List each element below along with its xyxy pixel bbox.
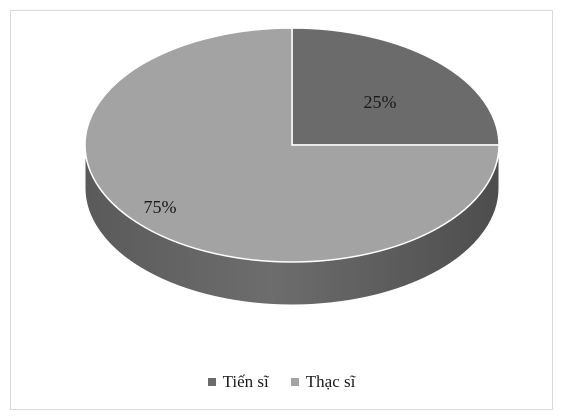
legend-swatch-thac-si — [290, 378, 299, 386]
legend-label-thac-si: Thạc sĩ — [305, 372, 356, 391]
legend-item-thac-si: Thạc sĩ — [290, 372, 356, 392]
legend-swatch-tien-si — [207, 378, 216, 386]
pie-slice-tien-si — [291, 27, 500, 146]
data-label-tien-si: 25% — [364, 92, 397, 112]
pie-slice-thac-si — [84, 27, 500, 263]
legend-label-tien-si: Tiến sĩ — [222, 372, 269, 391]
legend-item-tien-si: Tiến sĩ — [207, 372, 269, 392]
data-label-thac-si: 75% — [144, 197, 177, 217]
legend: Tiến sĩ Thạc sĩ — [0, 372, 563, 392]
